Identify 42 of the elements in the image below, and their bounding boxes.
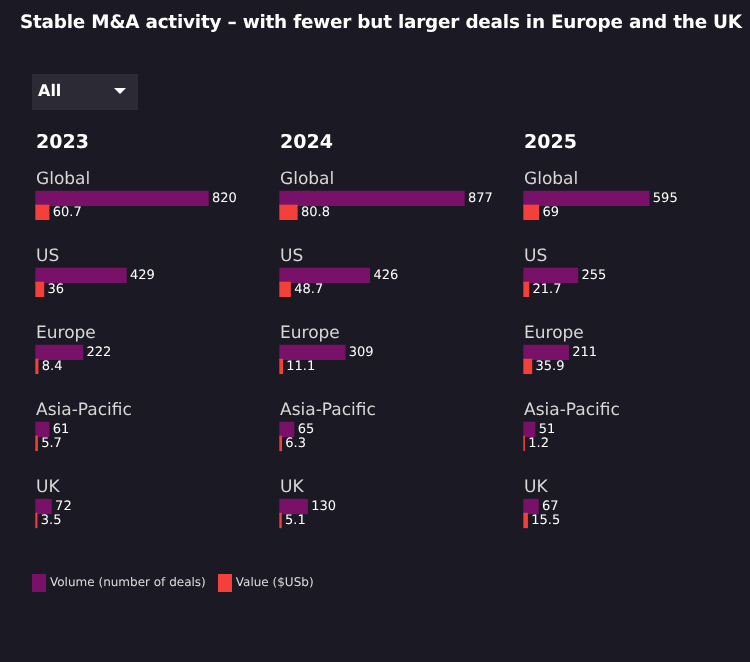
category-label: Global	[280, 170, 335, 191]
category-label: Global	[524, 170, 579, 191]
chart-subtitle: 2023	[36, 132, 89, 155]
bar	[279, 344, 346, 361]
text: Stable M&A activity – with fewer but larger deals in Europe and the UK	[20, 12, 742, 34]
bar	[35, 281, 45, 298]
chart-subtitle: 2024	[280, 132, 334, 155]
category-label: Global	[36, 170, 91, 191]
bar	[35, 204, 50, 220]
bar	[523, 267, 579, 284]
category-label: Asia-Pacific	[524, 401, 620, 422]
bar	[523, 281, 530, 298]
chart-subtitle: 2025	[524, 132, 577, 155]
category-label: US	[36, 247, 60, 268]
bar	[523, 421, 536, 438]
category-label: Asia-Pacific	[280, 401, 376, 422]
bar	[35, 267, 127, 284]
category-label: Europe	[524, 324, 584, 345]
dropdown: All	[32, 74, 138, 110]
category-label: UK	[280, 478, 304, 499]
bar	[35, 190, 209, 206]
bar	[279, 204, 298, 220]
bar	[35, 344, 84, 361]
bar	[523, 358, 533, 375]
bar	[523, 204, 540, 220]
category-label: Europe	[36, 324, 96, 345]
category-label: UK	[524, 478, 548, 499]
bar	[35, 498, 52, 515]
bar	[523, 344, 569, 361]
bar	[35, 421, 50, 438]
category-label: US	[524, 247, 548, 268]
category-label: US	[280, 247, 304, 268]
category-label: Europe	[280, 324, 340, 345]
bar	[523, 190, 650, 206]
bar	[279, 421, 295, 438]
bar	[523, 498, 539, 515]
bar	[279, 498, 308, 515]
bar	[279, 190, 465, 206]
bar	[279, 267, 371, 284]
category-label: Asia-Pacific	[36, 401, 132, 422]
bar	[279, 281, 291, 298]
category-label: UK	[36, 478, 60, 499]
